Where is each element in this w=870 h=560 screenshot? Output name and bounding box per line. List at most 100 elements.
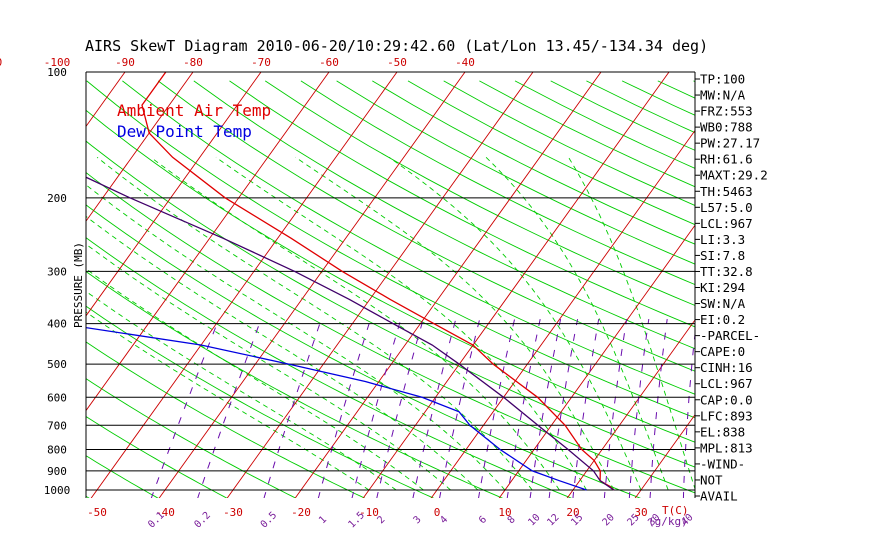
dry-adiabat-line: [86, 172, 695, 494]
top-temp-tick-label: -60: [319, 56, 339, 69]
bottom-temp-tick-label: -40: [155, 506, 175, 519]
temperature-unit-label: T(C): [662, 504, 689, 517]
dry-adiabat-line: [86, 305, 435, 498]
dry-adiabat-line: [801, 81, 870, 499]
mixing-ratio-line: [376, 318, 424, 498]
mixing-ratio-tick-label: 1: [317, 514, 329, 526]
isotherm-line: [158, 72, 466, 498]
y-axis-label: PRESSURE (MB): [72, 242, 85, 328]
dry-adiabat-line: [300, 80, 695, 286]
bottom-temperature-ticks: -50 -40 -30 -20 -10 0 10 20 30: [87, 506, 648, 519]
mixing-ratio-line: [263, 318, 322, 498]
isotherm-line: [86, 72, 330, 412]
mixing-ratio-line: [572, 319, 600, 498]
isotherm-line: [294, 72, 602, 498]
isotherm-line: [86, 72, 126, 128]
dry-adiabat-lines: [86, 80, 870, 499]
pressure-tick-label: 900: [47, 465, 67, 478]
bottom-temp-tick-label: -20: [291, 506, 311, 519]
side-info-item: -WIND-: [700, 456, 745, 471]
side-info-item: -PARCEL-: [700, 328, 760, 343]
mixing-ratio-line: [506, 318, 541, 498]
dry-adiabat-line: [86, 270, 504, 498]
isotherm-line: [498, 224, 695, 498]
mixing-ratio-tick-label: 8: [506, 514, 518, 526]
dry-adiabat-line: [86, 416, 228, 498]
pressure-tick-label: 500: [47, 358, 67, 371]
dry-adiabat-line: [122, 80, 695, 395]
isotherm-line: [566, 319, 695, 498]
mixing-ratio-line: [548, 319, 579, 498]
dry-adiabat-line: [86, 109, 695, 443]
side-info-item: EL:838: [700, 424, 745, 439]
dry-adiabat-line: [836, 81, 870, 499]
bottom-temp-tick-label: -30: [223, 506, 243, 519]
sounding-indices-panel: TP:100MW:N/AFRZ:553WB0:788PW:27.17RH:61.…: [695, 72, 768, 504]
side-info-item: TT:32.8: [700, 264, 753, 279]
top-temperature-ticks: -120-110-100-90-80-70-60-50-40: [0, 56, 475, 69]
sounding-profiles: [86, 72, 615, 491]
isotherm-line: [226, 72, 534, 498]
side-info-item: SI:7.8: [700, 248, 745, 263]
pressure-tick-labels: 100 200 300 400 500 600 700 800 900 1000: [44, 66, 71, 497]
parcel-line: [86, 176, 615, 491]
bottom-temp-tick-label: -50: [87, 506, 107, 519]
side-info-item: KI:294: [700, 280, 745, 295]
moist-adiabat-line: [388, 156, 642, 491]
isotherm-line: [0, 63, 64, 499]
mixing-ratio-line: [478, 318, 516, 498]
mixing-ratio-lines: [150, 318, 695, 498]
side-info-item: LCL:967: [700, 216, 753, 231]
side-info-item: SW:N/A: [700, 296, 746, 311]
mixing-ratio-unit-label: (g/kg): [648, 515, 688, 528]
mixing-ratio-line: [439, 318, 481, 498]
mixing-ratio-line: [351, 318, 402, 498]
isotherm-line: [86, 72, 194, 222]
isobar-lines: [86, 72, 695, 491]
pressure-tick-label: 200: [47, 192, 67, 205]
dry-adiabat-line: [514, 80, 695, 169]
side-info-item: CAPE:0: [700, 344, 745, 359]
isotherm-line: [771, 63, 870, 499]
mixing-ratio-tick-label: 3: [412, 514, 424, 526]
chart-title: AIRS SkewT Diagram 2010-06-20/10:29:42.6…: [85, 37, 708, 55]
side-info-item: MPL:813: [700, 440, 753, 455]
dry-adiabat-line: [657, 80, 695, 99]
moist-adiabat-line: [86, 290, 397, 491]
dew-point-temp-line: [86, 326, 587, 491]
top-temp-tick-label: -100: [44, 56, 71, 69]
mixing-ratio-line: [603, 319, 628, 498]
dry-adiabat-line: [336, 80, 695, 265]
mixing-ratio-line: [412, 318, 457, 498]
mixing-ratio-line: [649, 319, 668, 498]
mixing-ratio-tick-label: 20: [601, 512, 617, 528]
side-info-item: TP:100: [700, 72, 745, 87]
pressure-tick-label: 100: [47, 66, 67, 79]
mixing-ratio-line: [628, 319, 650, 498]
dry-adiabat-line: [86, 140, 695, 468]
isotherm-lines: [0, 63, 870, 499]
moist-adiabat-line: [86, 215, 479, 491]
top-temp-tick-label: -110: [0, 56, 2, 69]
dry-adiabat-line: [157, 80, 695, 372]
mixing-ratio-tick-label: 12: [545, 512, 561, 528]
isotherm-line: [90, 72, 398, 498]
side-info-item: NOT: [700, 472, 723, 487]
moist-adiabat-line: [568, 157, 695, 491]
legend-dew-point-temp: Dew Point Temp: [117, 122, 252, 141]
side-info-item: CINH:16: [700, 360, 753, 375]
side-info-item: MAXT:29.2: [700, 168, 768, 183]
isotherm-line: [430, 129, 695, 498]
side-info-item: AVAIL: [700, 489, 738, 504]
pressure-tick-label: 600: [47, 391, 67, 404]
top-temp-tick-label: -40: [455, 56, 475, 69]
side-info-item: L57:5.0: [700, 200, 753, 215]
dry-adiabat-line: [264, 80, 695, 306]
side-info-item: LI:3.3: [700, 232, 745, 247]
side-info-item: LCL:967: [700, 376, 753, 391]
dry-adiabat-line: [765, 81, 870, 499]
mixing-ratio-line: [682, 329, 695, 498]
side-info-item: LFC:893: [700, 408, 753, 423]
mixing-ratio-tick-label: 0.2: [192, 510, 213, 531]
